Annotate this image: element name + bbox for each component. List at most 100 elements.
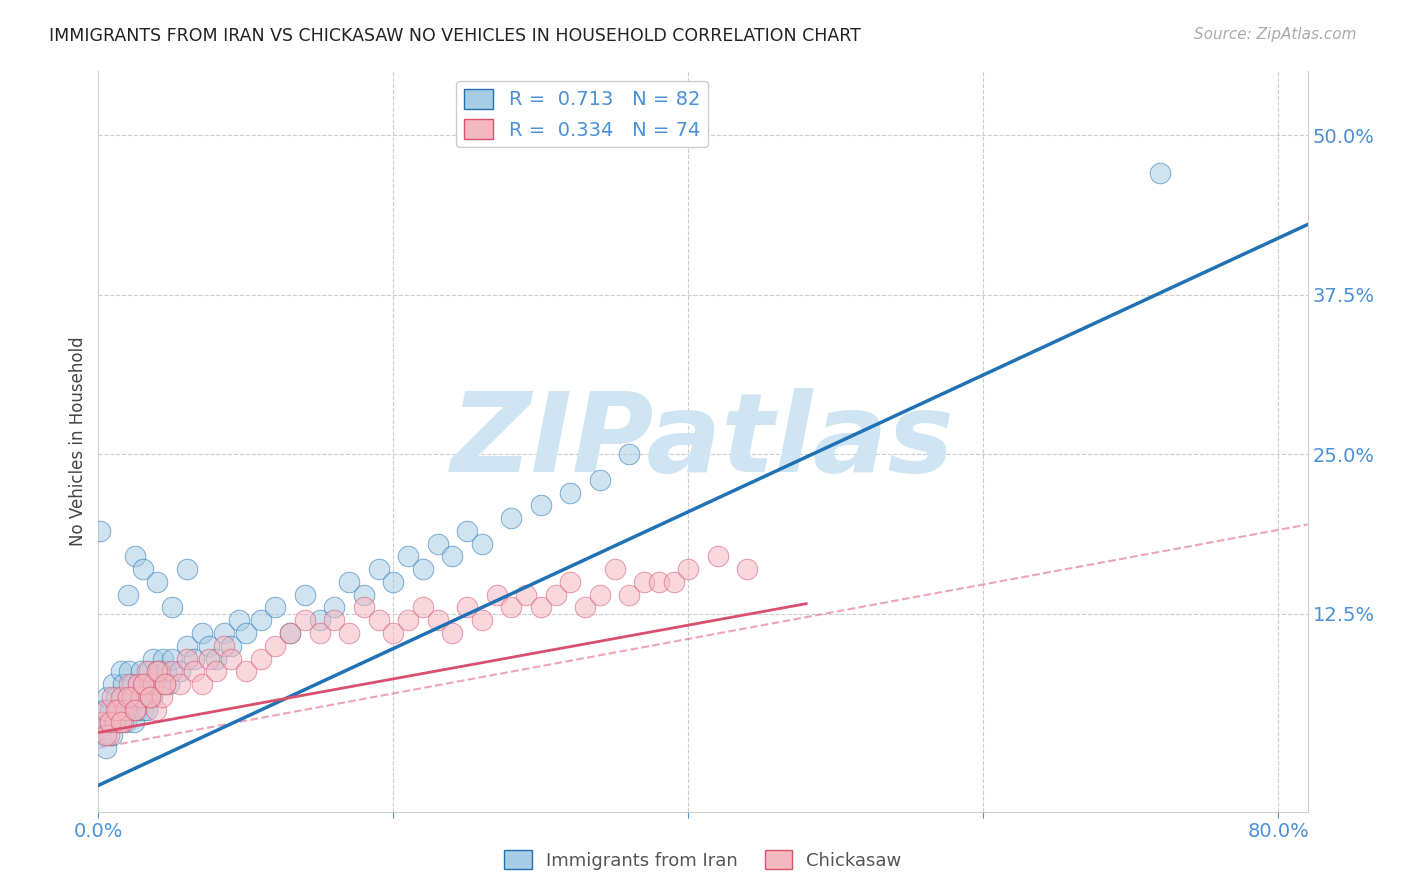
- Point: [155, 665, 177, 679]
- Point: [149, 677, 172, 691]
- Point: [648, 574, 671, 589]
- Point: [118, 677, 141, 691]
- Point: [382, 574, 405, 589]
- Point: [441, 549, 464, 564]
- Point: [90, 715, 112, 730]
- Point: [501, 511, 523, 525]
- Point: [176, 651, 198, 665]
- Point: [169, 665, 191, 679]
- Point: [114, 703, 136, 717]
- Point: [382, 626, 405, 640]
- Point: [678, 562, 700, 576]
- Point: [111, 690, 134, 704]
- Point: [131, 677, 153, 691]
- Point: [1149, 166, 1171, 180]
- Point: [560, 485, 582, 500]
- Point: [131, 562, 153, 576]
- Point: [278, 626, 301, 640]
- Point: [93, 728, 115, 742]
- Point: [157, 677, 180, 691]
- Point: [198, 651, 221, 665]
- Point: [146, 574, 169, 589]
- Legend: Immigrants from Iran, Chickasaw: Immigrants from Iran, Chickasaw: [498, 843, 908, 877]
- Point: [91, 703, 114, 717]
- Point: [574, 600, 596, 615]
- Text: IMMIGRANTS FROM IRAN VS CHICKASAW NO VEHICLES IN HOUSEHOLD CORRELATION CHART: IMMIGRANTS FROM IRAN VS CHICKASAW NO VEH…: [49, 27, 860, 45]
- Point: [124, 549, 146, 564]
- Point: [412, 562, 434, 576]
- Point: [100, 690, 122, 704]
- Point: [124, 703, 146, 717]
- Text: Source: ZipAtlas.com: Source: ZipAtlas.com: [1194, 27, 1357, 42]
- Point: [353, 600, 375, 615]
- Point: [212, 639, 235, 653]
- Point: [107, 703, 129, 717]
- Point: [135, 690, 157, 704]
- Point: [101, 677, 124, 691]
- Point: [129, 665, 152, 679]
- Point: [515, 588, 537, 602]
- Point: [308, 626, 330, 640]
- Point: [367, 562, 389, 576]
- Point: [323, 600, 346, 615]
- Point: [105, 703, 128, 717]
- Point: [337, 574, 360, 589]
- Point: [94, 703, 117, 717]
- Point: [264, 600, 287, 615]
- Point: [190, 677, 212, 691]
- Point: [160, 651, 183, 665]
- Point: [121, 677, 143, 691]
- Point: [264, 639, 287, 653]
- Point: [619, 447, 641, 461]
- Point: [294, 613, 316, 627]
- Point: [198, 639, 221, 653]
- Point: [146, 665, 169, 679]
- Point: [235, 665, 257, 679]
- Point: [131, 703, 153, 717]
- Point: [127, 677, 149, 691]
- Point: [353, 588, 375, 602]
- Point: [183, 651, 205, 665]
- Point: [98, 703, 121, 717]
- Point: [249, 651, 271, 665]
- Point: [706, 549, 728, 564]
- Point: [603, 562, 626, 576]
- Point: [89, 524, 111, 538]
- Point: [112, 715, 135, 730]
- Point: [145, 703, 167, 717]
- Point: [662, 574, 685, 589]
- Point: [294, 588, 316, 602]
- Point: [110, 690, 132, 704]
- Point: [153, 677, 176, 691]
- Text: ZIPatlas: ZIPatlas: [451, 388, 955, 495]
- Point: [219, 651, 242, 665]
- Point: [589, 588, 612, 602]
- Point: [471, 536, 494, 550]
- Point: [412, 600, 434, 615]
- Point: [91, 715, 114, 730]
- Point: [115, 703, 138, 717]
- Point: [117, 690, 139, 704]
- Point: [219, 639, 242, 653]
- Point: [619, 588, 641, 602]
- Point: [120, 703, 142, 717]
- Point: [142, 651, 165, 665]
- Point: [125, 703, 148, 717]
- Point: [112, 677, 135, 691]
- Point: [118, 665, 141, 679]
- Point: [148, 665, 170, 679]
- Point: [124, 703, 146, 717]
- Point: [105, 690, 128, 704]
- Point: [560, 574, 582, 589]
- Point: [176, 639, 198, 653]
- Point: [129, 690, 152, 704]
- Point: [323, 613, 346, 627]
- Point: [136, 703, 159, 717]
- Point: [104, 715, 127, 730]
- Point: [471, 613, 494, 627]
- Point: [100, 728, 122, 742]
- Point: [97, 715, 120, 730]
- Point: [128, 690, 150, 704]
- Point: [96, 690, 118, 704]
- Point: [212, 626, 235, 640]
